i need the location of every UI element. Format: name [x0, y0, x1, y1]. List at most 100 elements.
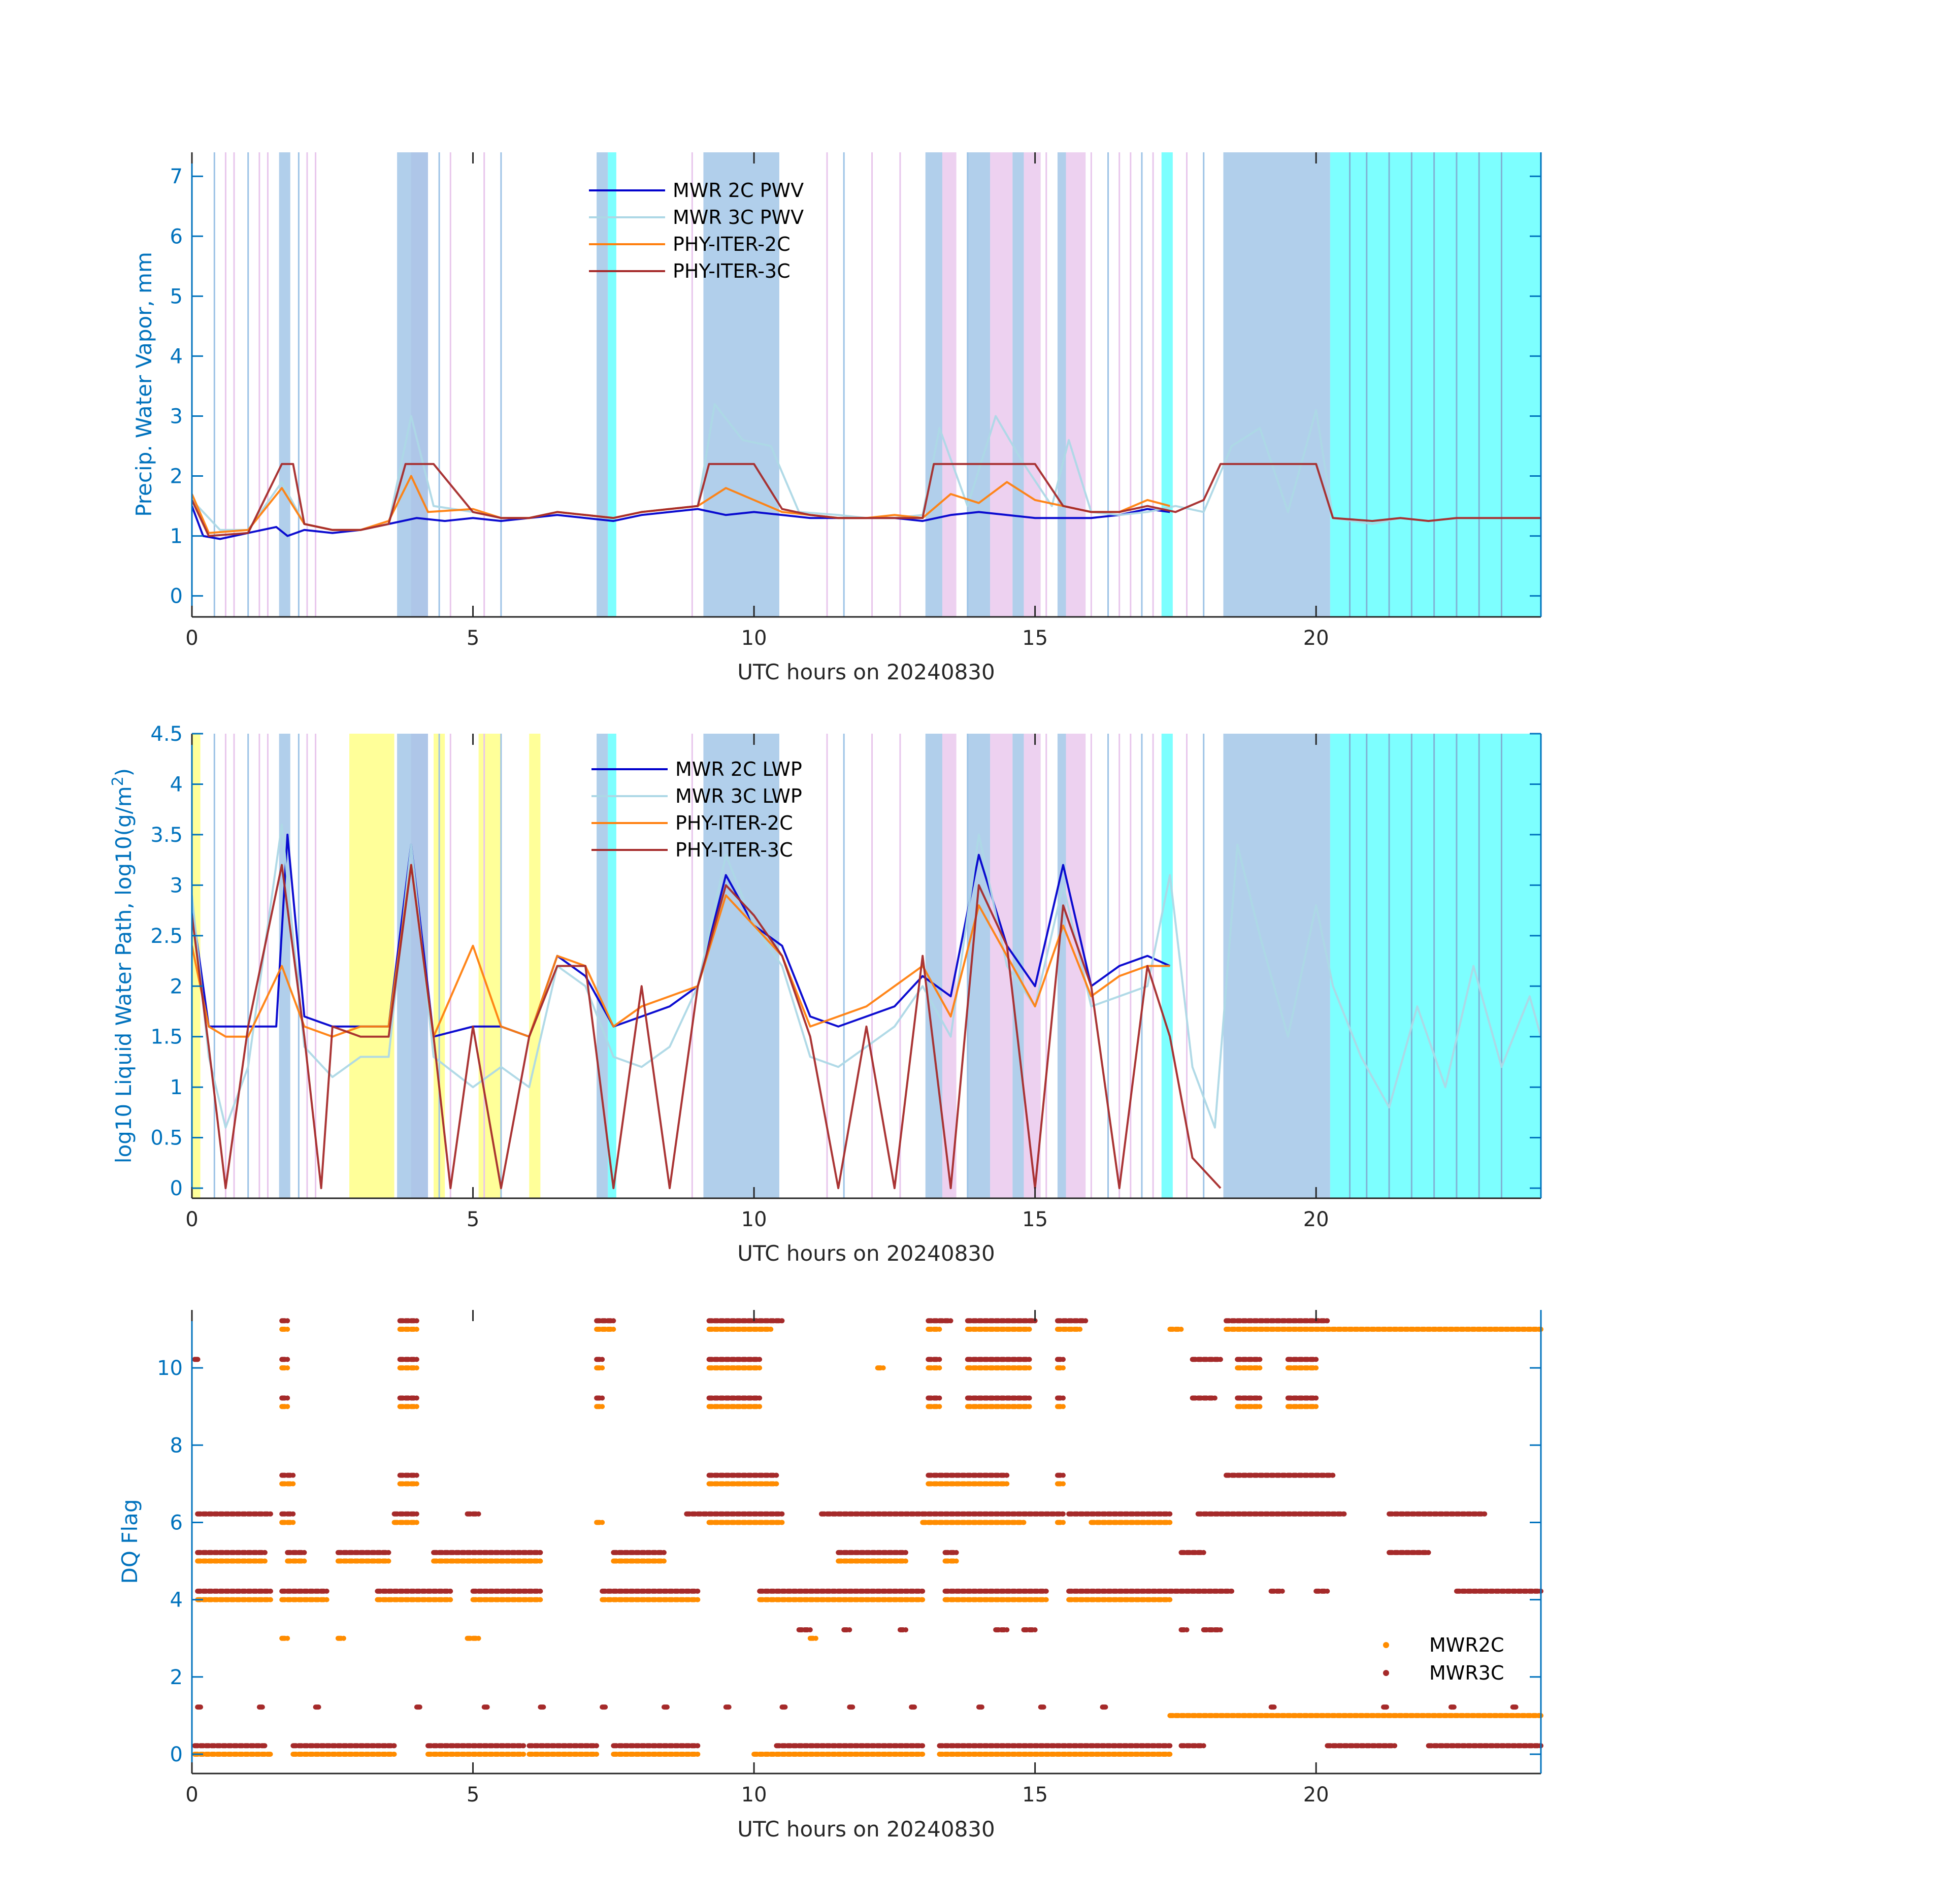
- x-tick-label: 5: [467, 1783, 479, 1807]
- blue-shade-band: [397, 734, 428, 1198]
- y-tick-label: 1.5: [150, 1026, 183, 1049]
- lwp-shading: [192, 734, 1541, 1198]
- y-tick-label: 5: [170, 285, 183, 308]
- legend-label: MWR 3C PWV: [673, 206, 804, 228]
- lwp-y-axis-label-main: log10 Liquid Water Path, log10(g/m: [111, 786, 136, 1163]
- x-tick-label: 0: [185, 1783, 198, 1807]
- dq-legend: MWR2C MWR3C: [1383, 1634, 1504, 1684]
- y-tick-label: 4.5: [150, 723, 183, 746]
- x-tick-label: 15: [1022, 627, 1048, 650]
- x-tick-label: 5: [467, 627, 479, 650]
- blue-shade-band: [597, 152, 608, 617]
- y-tick-label: 0.5: [150, 1127, 183, 1150]
- x-tick-label: 15: [1022, 1783, 1048, 1807]
- lwp-panel: 0 5 10 15 20 0 0.5 1 1.5 2 2.5 3 3.5 4 4.5 UTC hours …: [109, 723, 1542, 1266]
- pink-shade-band: [990, 152, 1013, 617]
- blue-shade-band: [1057, 734, 1066, 1198]
- pwv-legend: MWR 2C PWV MWR 3C PWV PHY-ITER-2C PHY-ITER-…: [589, 179, 804, 282]
- dq-y-ticks: 0 2 4 6 8 10: [157, 1357, 1541, 1766]
- blue-shade-band: [279, 152, 290, 617]
- lwp-x-axis-label: UTC hours on 20240830: [737, 1241, 995, 1266]
- legend-label: MWR 3C LWP: [675, 785, 802, 807]
- x-tick-label: 0: [185, 627, 198, 650]
- dq-panel: 0 5 10 15 20 0 2 4 6 8 10 UTC hours on 20240830 D…: [117, 1310, 1543, 1842]
- x-tick-label: 10: [741, 1783, 767, 1807]
- legend-label: MWR3C: [1429, 1662, 1504, 1684]
- legend-label: MWR2C: [1429, 1634, 1504, 1656]
- blue-shade-band: [1012, 734, 1024, 1198]
- lwp-legend: MWR 2C LWP MWR 3C LWP PHY-ITER-2C PHY-ITER-…: [591, 758, 802, 861]
- series-line-phy-iter-3c: [192, 864, 1222, 1190]
- dq-x-axis-label: UTC hours on 20240830: [737, 1817, 995, 1842]
- y-tick-label: 0: [170, 1177, 183, 1200]
- y-tick-label: 0: [170, 585, 183, 608]
- blue-shade-band: [1223, 152, 1330, 617]
- blue-shade-band: [1057, 152, 1066, 617]
- lwp-y-axis-label: log10 Liquid Water Path, log10(g/m2): [109, 768, 136, 1163]
- yellow-shade-band: [349, 734, 394, 1198]
- dq-x-ticks: 0 5 10 15 20: [185, 1310, 1329, 1807]
- y-tick-label: 2.5: [150, 925, 183, 948]
- y-tick-label: 1: [170, 1076, 183, 1099]
- legend-label: PHY-ITER-2C: [675, 812, 793, 834]
- blue-shade-band: [1012, 152, 1024, 617]
- legend-label: PHY-ITER-3C: [675, 839, 793, 861]
- cyan-shade-band: [1161, 152, 1173, 617]
- legend-label: PHY-ITER-2C: [673, 233, 791, 255]
- y-tick-label: 2: [170, 975, 183, 998]
- y-tick-label: 6: [170, 1511, 183, 1534]
- y-tick-label: 1: [170, 525, 183, 548]
- series-line-mwr-2c-pwv: [192, 505, 1170, 540]
- series-line-phy-iter-3c: [192, 463, 1541, 537]
- cyan-shade-band: [608, 152, 616, 617]
- legend-label: PHY-ITER-3C: [673, 260, 791, 282]
- lwp-series: [192, 824, 1541, 1190]
- y-tick-label: 0: [170, 1743, 183, 1766]
- blue-shade-band: [925, 734, 942, 1198]
- legend-marker: [1383, 1642, 1389, 1648]
- x-tick-label: 20: [1303, 1208, 1329, 1231]
- pink-shade-band: [1024, 734, 1041, 1198]
- y-tick-label: 7: [170, 165, 183, 188]
- pwv-x-ticks: 0 5 10 15 20: [185, 152, 1329, 650]
- x-tick-label: 5: [467, 1208, 479, 1231]
- y-tick-label: 4: [170, 773, 183, 796]
- series-line-mwr-2c-lwp: [192, 833, 1171, 1038]
- y-tick-label: 6: [170, 225, 183, 248]
- x-tick-label: 10: [741, 1208, 767, 1231]
- blue-shade-band: [397, 152, 428, 617]
- y-tick-label: 4: [170, 1589, 183, 1612]
- blue-shade-band: [703, 734, 779, 1198]
- legend-marker: [1383, 1670, 1389, 1676]
- pwv-shading: [213, 152, 1541, 617]
- pink-shade-band: [942, 152, 957, 617]
- cyan-shade-band: [1330, 152, 1541, 617]
- lwp-x-ticks: 0 5 10 15 20: [185, 734, 1329, 1231]
- lwp-y-ticks: 0 0.5 1 1.5 2 2.5 3 3.5 4 4.5: [150, 723, 1541, 1200]
- pwv-series: [192, 403, 1541, 540]
- pwv-y-axis-label: Precip. Water Vapor, mm: [131, 252, 156, 517]
- y-tick-label: 4: [170, 345, 183, 368]
- y-tick-label: 3.5: [150, 824, 183, 847]
- pink-shade-band: [942, 734, 957, 1198]
- blue-shade-band: [967, 152, 991, 617]
- x-tick-label: 20: [1303, 627, 1329, 650]
- pwv-x-axis-label: UTC hours on 20240830: [737, 660, 995, 684]
- x-tick-label: 15: [1022, 1208, 1048, 1231]
- lwp-y-axis-label-suffix: ): [111, 768, 136, 776]
- legend-label: MWR 2C PWV: [673, 179, 804, 202]
- x-tick-label: 10: [741, 627, 767, 650]
- pink-shade-band: [1066, 152, 1086, 617]
- lwp-y-axis-label-sup: 2: [109, 776, 127, 786]
- y-tick-label: 2: [170, 1666, 183, 1689]
- y-tick-label: 8: [170, 1434, 183, 1457]
- legend-label: MWR 2C LWP: [675, 758, 802, 780]
- yellow-shade-band: [529, 734, 541, 1198]
- y-tick-label: 3: [170, 405, 183, 428]
- blue-shade-band: [925, 152, 942, 617]
- blue-shade-band: [1223, 734, 1330, 1198]
- pink-shade-band: [1024, 152, 1041, 617]
- y-tick-label: 10: [157, 1357, 183, 1380]
